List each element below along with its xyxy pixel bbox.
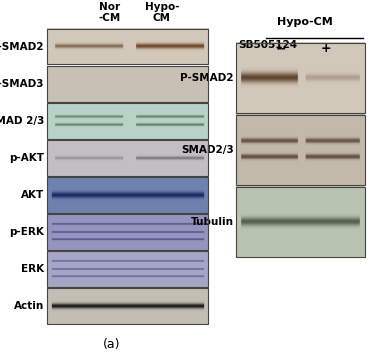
Bar <box>46 140 208 176</box>
Bar <box>46 177 208 213</box>
Text: AKT: AKT <box>21 190 44 200</box>
Text: P-SMAD2: P-SMAD2 <box>180 73 234 83</box>
Text: p-SMAD2: p-SMAD2 <box>0 42 44 51</box>
Text: SMAD 2/3: SMAD 2/3 <box>0 116 44 126</box>
Text: p-ERK: p-ERK <box>9 227 44 237</box>
Bar <box>236 187 365 257</box>
Bar <box>46 103 208 139</box>
Bar <box>46 214 208 250</box>
Bar <box>46 251 208 287</box>
Text: (a): (a) <box>103 338 121 351</box>
Text: SMAD2/3: SMAD2/3 <box>181 145 234 155</box>
Text: p-SMAD3: p-SMAD3 <box>0 79 44 89</box>
Text: Actin: Actin <box>14 301 44 311</box>
Text: Hypo-CM: Hypo-CM <box>277 17 333 27</box>
Bar <box>46 288 208 324</box>
Bar <box>46 66 208 102</box>
Text: Nor
-CM: Nor -CM <box>99 2 121 23</box>
Text: ERK: ERK <box>21 264 44 274</box>
Text: Hypo-
CM: Hypo- CM <box>145 2 179 23</box>
Text: −: − <box>276 42 286 55</box>
Bar <box>236 115 365 185</box>
Bar <box>236 43 365 113</box>
Text: SB505124: SB505124 <box>238 40 297 50</box>
Text: Tubulin: Tubulin <box>190 217 234 227</box>
Text: +: + <box>320 42 331 55</box>
Text: p-AKT: p-AKT <box>9 153 44 163</box>
Bar <box>46 29 208 64</box>
